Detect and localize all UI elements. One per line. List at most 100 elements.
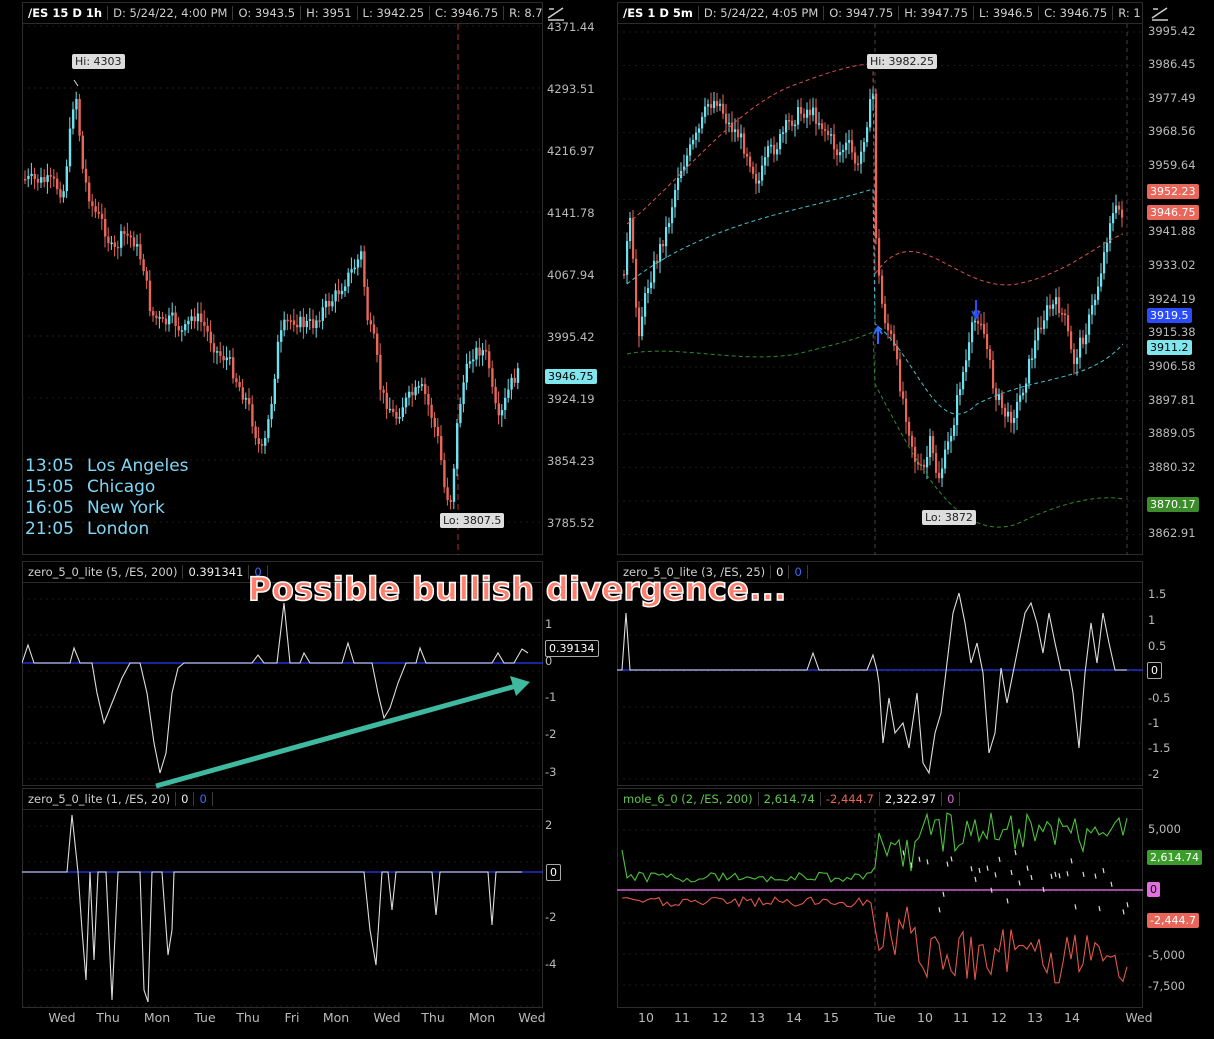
candle (965, 360, 968, 373)
left-price-tick: 3995.42 (547, 330, 595, 344)
candle (755, 173, 758, 184)
candle (704, 106, 707, 117)
candle (905, 398, 908, 422)
right-price-tick: 3986.45 (1148, 57, 1196, 71)
candle (806, 109, 809, 118)
candle (1007, 411, 1010, 417)
candle (725, 113, 728, 124)
candle (510, 377, 513, 390)
candle (662, 243, 665, 247)
candle (1046, 305, 1049, 321)
left-time-tick: Wed (518, 1010, 546, 1025)
candle (84, 168, 88, 183)
high-label: H: 3951 (301, 6, 358, 20)
study-name[interactable]: zero_5_0_lite (1, /ES, 20) (23, 792, 177, 806)
right-study2-tag-2: -2,444.7 (1147, 913, 1199, 928)
candle (107, 236, 110, 244)
left-study1-tick: 1 (545, 617, 553, 631)
right-study1-tick: -1.5 (1148, 741, 1171, 755)
candle (91, 201, 94, 207)
candle (180, 330, 184, 332)
candle (902, 391, 905, 399)
right-time-tick: 13 (749, 1010, 765, 1025)
left-price-plot[interactable] (22, 24, 543, 555)
candle (334, 290, 337, 302)
symbol-label[interactable]: /ES 1 D 5m (618, 6, 699, 20)
candle (1115, 205, 1118, 214)
candle (88, 182, 91, 202)
study-name[interactable]: mole_6_0 (2, /ES, 200) (618, 792, 759, 806)
candle (839, 152, 842, 156)
candle (797, 107, 800, 125)
right-time-tick: 10 (917, 1010, 933, 1025)
candle (516, 368, 520, 383)
candle (184, 324, 187, 331)
candle (420, 384, 424, 387)
candle (196, 313, 200, 322)
candle (430, 404, 433, 418)
right-config-icon[interactable] (1150, 4, 1170, 22)
candle (353, 267, 356, 270)
candle (644, 293, 647, 317)
low-label: L: 3946.5 (974, 6, 1040, 20)
candle (635, 258, 638, 308)
left-study2-panel[interactable]: zero_5_0_lite (1, /ES, 20) 0 0 (22, 788, 543, 1008)
study-name[interactable]: zero_5_0_lite (3, /ES, 25) (618, 565, 772, 579)
candle (40, 177, 43, 183)
candle (1088, 314, 1091, 335)
right-study2-plot[interactable] (617, 810, 1143, 1008)
left-config-icon[interactable] (546, 4, 566, 22)
right-price-tick: 3968.56 (1148, 124, 1196, 138)
candle (286, 319, 289, 322)
candle (292, 320, 296, 325)
candle (296, 324, 299, 328)
sell-arrow-icon (971, 300, 981, 321)
candle (411, 391, 414, 396)
candle (845, 142, 848, 151)
candle (78, 98, 81, 136)
candle (743, 133, 746, 154)
study-name[interactable]: zero_5_0_lite (5, /ES, 200) (23, 565, 184, 579)
left-study1-plot[interactable] (22, 583, 543, 786)
right-price-tick: 3897.81 (1148, 393, 1196, 407)
left-price-tick: 4293.51 (547, 82, 595, 96)
candle (270, 403, 273, 420)
right-study2-panel[interactable]: mole_6_0 (2, /ES, 200) 2,614.74 -2,444.7… (617, 788, 1143, 1008)
candle (908, 421, 911, 436)
candle (668, 223, 671, 228)
candle (257, 438, 260, 445)
left-study1-header: zero_5_0_lite (5, /ES, 200) 0.391341 0 (23, 562, 542, 583)
candle (698, 128, 701, 133)
candle (692, 139, 695, 145)
candle (500, 409, 504, 416)
candle (209, 331, 212, 344)
candle (767, 146, 770, 158)
right-study1-plot[interactable] (617, 583, 1143, 786)
candle (650, 282, 653, 289)
candle (1025, 383, 1028, 393)
close-label: C: 3946.75 (430, 6, 505, 20)
candle (779, 133, 782, 150)
left-study2-plot[interactable] (22, 810, 543, 1008)
candle (235, 378, 238, 382)
candle (971, 322, 974, 343)
candle (884, 303, 887, 324)
candle (716, 101, 719, 107)
candle (136, 244, 139, 247)
right-price-tick: 3924.19 (1148, 292, 1196, 306)
right-price-panel[interactable]: /ES 1 D 5m D: 5/24/22, 4:05 PM O: 3947.7… (617, 2, 1143, 555)
candle (1055, 297, 1058, 305)
candle (1094, 299, 1097, 306)
right-price-plot[interactable] (617, 24, 1143, 555)
candle (1016, 401, 1019, 419)
left-price-panel[interactable]: /ES 15 D 1h D: 5/24/22, 4:00 PM O: 3943.… (22, 2, 543, 555)
candle (161, 317, 164, 319)
candle (830, 134, 833, 136)
candle (340, 290, 344, 295)
candle (328, 300, 331, 307)
candle (507, 389, 510, 398)
candle (851, 140, 854, 153)
candle (1004, 407, 1007, 417)
symbol-label[interactable]: /ES 15 D 1h (23, 6, 109, 20)
candle (623, 274, 626, 276)
